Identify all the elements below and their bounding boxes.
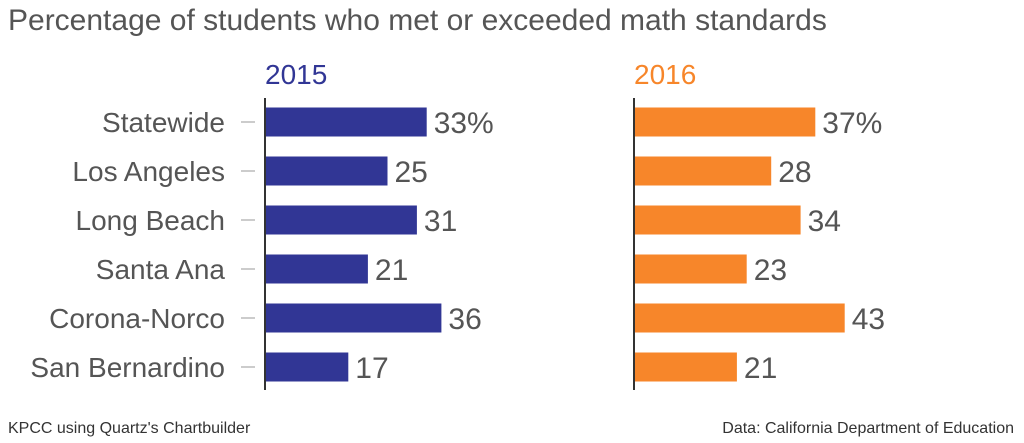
data-label-2015-corona-norco: 36 — [448, 303, 481, 336]
bar-2016-santa-ana — [634, 254, 747, 284]
bar-2016-los-angeles — [634, 156, 772, 186]
footer-credit: KPCC using Quartz's Chartbuilder — [8, 420, 251, 437]
category-label-san-bernardino: San Bernardino — [30, 352, 225, 383]
data-label-2015-los-angeles: 25 — [395, 156, 428, 189]
category-label-statewide: Statewide — [102, 107, 225, 138]
category-label-long-beach: Long Beach — [76, 205, 225, 236]
bar-2015-los-angeles — [265, 156, 388, 186]
category-labels: Statewide Los Angeles Long Beach Santa Ana C… — [30, 107, 255, 383]
data-label-2016-corona-norco: 43 — [852, 303, 885, 336]
category-label-santa-ana: Santa Ana — [96, 254, 226, 285]
category-label-los-angeles: Los Angeles — [72, 156, 225, 187]
panel-2016: 2016 37% 28 34 23 43 21 — [633, 59, 885, 390]
data-label-2015-long-beach: 31 — [424, 205, 457, 238]
category-label-corona-norco: Corona-Norco — [49, 303, 225, 334]
bar-2015-corona-norco — [265, 303, 442, 333]
bar-2016-corona-norco — [634, 303, 845, 333]
bar-2015-santa-ana — [265, 254, 368, 284]
bar-2016-long-beach — [634, 205, 801, 235]
data-label-2016-statewide: 37% — [822, 107, 882, 140]
data-label-2016-long-beach: 34 — [808, 205, 841, 238]
data-label-2016-los-angeles: 28 — [778, 156, 811, 189]
bar-2015-statewide — [265, 107, 427, 137]
series-header-2016: 2016 — [634, 59, 696, 90]
bar-2015-san-bernardino — [265, 352, 349, 382]
bar-2016-san-bernardino — [634, 352, 737, 382]
data-label-2016-santa-ana: 23 — [754, 254, 787, 287]
panel-2015: 2015 33%25 31 21 36 17 — [264, 59, 494, 390]
footer-source: Data: California Department of Education — [722, 420, 1014, 437]
data-label-2016-san-bernardino: 21 — [744, 352, 777, 385]
chart-title: Percentage of students who met or exceed… — [8, 4, 827, 37]
data-label-2015-san-bernardino: 17 — [355, 352, 388, 385]
bar-2016-statewide — [634, 107, 816, 137]
data-label-2015-statewide: 33% — [434, 107, 494, 140]
bar-2015-long-beach — [265, 205, 417, 235]
data-label-2015-santa-ana: 21 — [375, 254, 408, 287]
series-header-2015: 2015 — [265, 59, 327, 90]
